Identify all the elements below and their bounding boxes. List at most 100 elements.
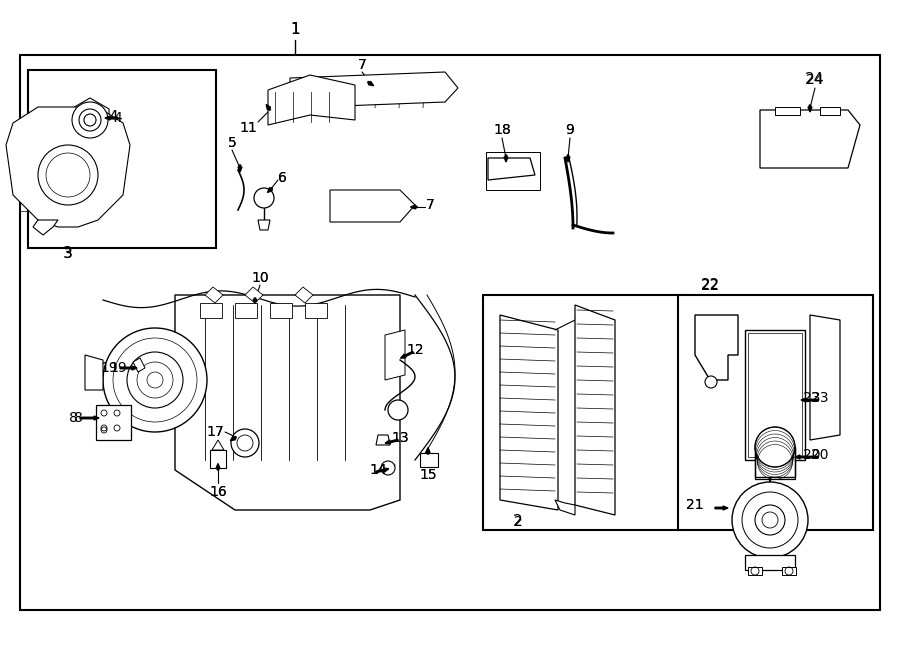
Polygon shape	[695, 315, 738, 380]
Circle shape	[72, 102, 108, 138]
Bar	[483, 295, 683, 530]
Bar	[96, 405, 131, 440]
Text: 8: 8	[74, 411, 83, 425]
Text: 24: 24	[806, 73, 824, 87]
Polygon shape	[385, 330, 405, 380]
FancyArrow shape	[376, 468, 389, 473]
Text: 9: 9	[565, 123, 574, 137]
FancyArrow shape	[715, 506, 728, 510]
Text: 18: 18	[493, 123, 511, 137]
Bar	[200, 303, 222, 318]
FancyArrow shape	[400, 352, 413, 358]
Text: 13: 13	[392, 431, 409, 445]
Circle shape	[755, 427, 795, 467]
Bar	[486, 152, 540, 190]
Text: 7: 7	[357, 58, 366, 72]
Polygon shape	[268, 75, 355, 125]
Circle shape	[127, 352, 183, 408]
Circle shape	[254, 188, 274, 208]
Text: 12: 12	[406, 343, 424, 357]
Polygon shape	[33, 220, 58, 235]
Polygon shape	[85, 355, 103, 390]
Text: 20: 20	[803, 448, 820, 462]
FancyArrow shape	[426, 447, 430, 454]
Circle shape	[84, 114, 96, 126]
Bar	[420, 453, 438, 467]
Circle shape	[388, 400, 408, 420]
Polygon shape	[376, 435, 390, 445]
Bar	[20, 55, 880, 610]
Text: 23: 23	[811, 391, 829, 405]
Text: 11: 11	[239, 121, 256, 135]
Bar	[755, 447, 795, 479]
Text: 9: 9	[565, 123, 574, 137]
FancyArrow shape	[253, 298, 257, 303]
Text: 5: 5	[228, 136, 237, 150]
Text: 21: 21	[686, 498, 704, 512]
Bar	[782, 567, 796, 575]
Text: 8: 8	[69, 411, 78, 425]
Text: 22: 22	[700, 278, 720, 293]
FancyArrow shape	[120, 366, 137, 370]
FancyArrow shape	[504, 155, 508, 162]
Text: 5: 5	[228, 136, 237, 150]
FancyArrow shape	[795, 455, 818, 459]
Text: 7: 7	[426, 198, 435, 212]
Bar	[270, 303, 292, 318]
Text: 18: 18	[493, 123, 511, 137]
FancyArrow shape	[410, 205, 417, 209]
Bar	[678, 295, 873, 530]
Text: 16: 16	[209, 485, 227, 499]
Circle shape	[231, 429, 259, 457]
Circle shape	[732, 482, 808, 558]
Text: 20: 20	[811, 448, 829, 462]
Text: 14: 14	[369, 463, 387, 477]
Bar	[235, 303, 257, 318]
Bar	[748, 567, 762, 575]
Text: 6: 6	[277, 171, 286, 185]
Polygon shape	[330, 190, 415, 222]
Text: 19: 19	[100, 361, 118, 375]
Bar	[305, 303, 327, 318]
FancyArrow shape	[808, 105, 812, 112]
FancyArrow shape	[801, 398, 818, 402]
Circle shape	[72, 102, 108, 138]
FancyArrow shape	[385, 440, 398, 444]
Text: 15: 15	[419, 468, 436, 482]
Text: 10: 10	[251, 271, 269, 285]
Polygon shape	[575, 305, 615, 515]
Bar	[755, 447, 795, 477]
Polygon shape	[295, 287, 313, 303]
FancyArrow shape	[267, 188, 273, 192]
FancyArrow shape	[238, 165, 242, 172]
FancyArrow shape	[105, 116, 118, 120]
Bar	[210, 450, 226, 468]
Text: 12: 12	[406, 343, 424, 357]
Polygon shape	[760, 110, 860, 168]
Text: 1: 1	[290, 22, 300, 38]
Circle shape	[103, 328, 207, 432]
Text: 23: 23	[803, 391, 820, 405]
Bar	[775, 107, 800, 115]
Circle shape	[705, 376, 717, 388]
Text: 22: 22	[701, 278, 719, 292]
Text: 4: 4	[108, 110, 118, 126]
Bar	[28, 70, 216, 248]
Text: 2: 2	[514, 515, 522, 529]
Text: 16: 16	[209, 485, 227, 499]
Text: 3: 3	[64, 247, 72, 261]
Bar	[745, 555, 795, 570]
Text: 7: 7	[357, 58, 366, 72]
Polygon shape	[555, 500, 575, 515]
Text: 1: 1	[290, 22, 300, 38]
Polygon shape	[6, 107, 130, 227]
FancyArrow shape	[216, 463, 220, 470]
Polygon shape	[488, 158, 535, 180]
Text: 3: 3	[63, 247, 73, 262]
Text: 7: 7	[426, 198, 435, 212]
Text: 10: 10	[251, 271, 269, 285]
Text: 2: 2	[513, 514, 523, 529]
FancyArrow shape	[230, 436, 237, 441]
Polygon shape	[133, 358, 145, 372]
FancyArrow shape	[266, 104, 271, 110]
